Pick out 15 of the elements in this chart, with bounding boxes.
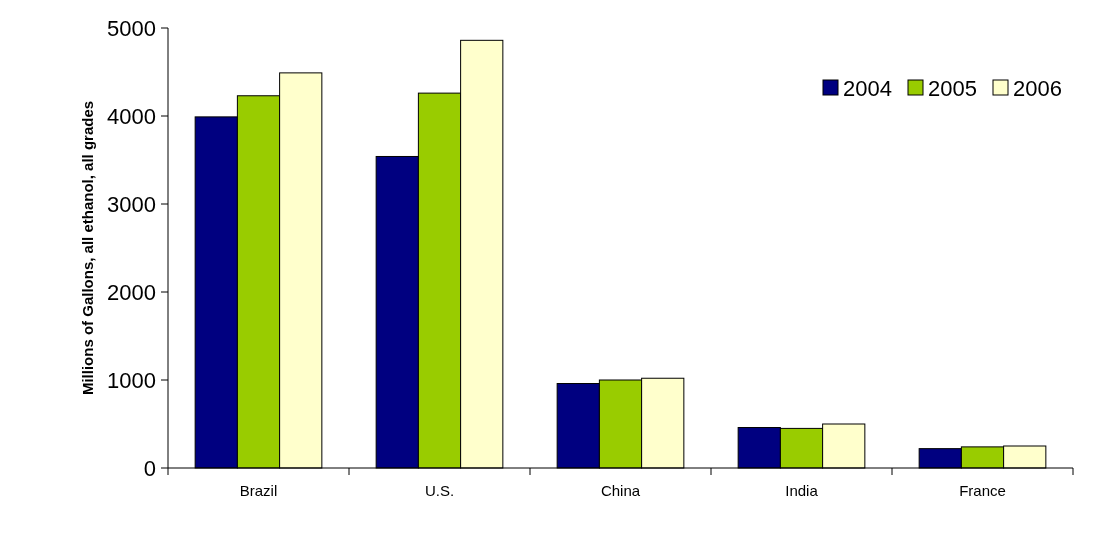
y-tick-label: 5000 bbox=[107, 15, 156, 41]
x-tick-label: France bbox=[959, 482, 1006, 499]
x-tick-label: China bbox=[600, 482, 641, 499]
x-tick-label: Brazil bbox=[239, 482, 278, 499]
y-axis-title: Millions of Gallons, all ethanol, all grades bbox=[79, 100, 96, 396]
y-tick-label: 4000 bbox=[107, 103, 156, 129]
legend-label: 2004 bbox=[843, 75, 892, 101]
legend-label: 2006 bbox=[1013, 75, 1062, 101]
y-tick-label: 3000 bbox=[107, 191, 156, 217]
x-tick-label: India bbox=[785, 482, 819, 499]
y-tick-label: 2000 bbox=[107, 279, 156, 305]
legend-label: 2005 bbox=[928, 75, 977, 101]
y-tick-label: 0 bbox=[143, 455, 156, 481]
x-tick-label: U.S. bbox=[424, 482, 455, 499]
y-tick-label: 1000 bbox=[107, 367, 156, 393]
